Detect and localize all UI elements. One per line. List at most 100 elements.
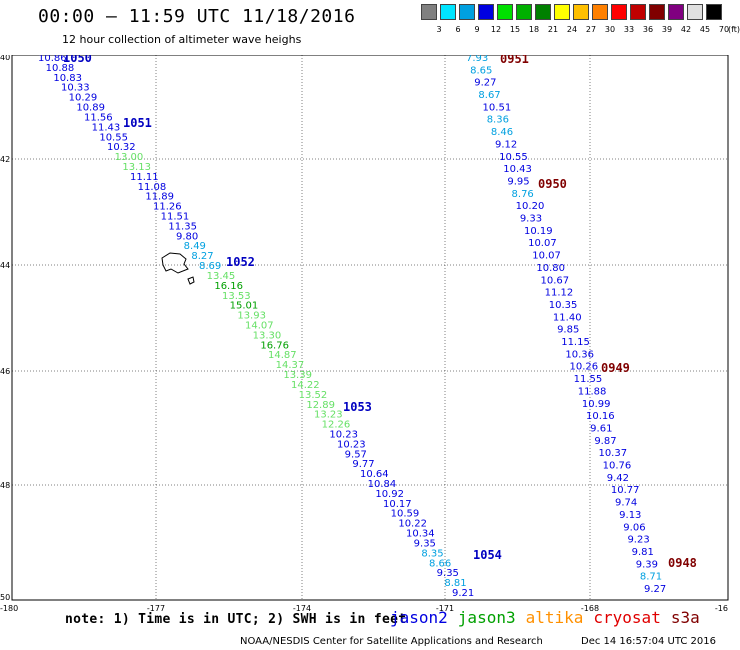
wave-height-value: 14.07 bbox=[245, 321, 274, 332]
map-frame bbox=[11, 55, 729, 601]
wave-height-value: 12.26 bbox=[322, 420, 351, 431]
scale-swatch bbox=[516, 4, 532, 20]
wave-height-value: 11.43 bbox=[92, 122, 121, 133]
scale-label: 24 bbox=[566, 25, 578, 34]
wave-height-value: 9.87 bbox=[594, 436, 616, 447]
wave-height-value: 10.16 bbox=[586, 411, 615, 422]
wave-height-value: 16.76 bbox=[260, 340, 289, 351]
west-track-values: 10.8610.8810.8310.3310.2910.8911.5611.43… bbox=[38, 55, 474, 599]
scale-label: 45 bbox=[699, 25, 711, 34]
wave-height-value: 8.76 bbox=[512, 189, 534, 200]
wave-height-value: 8.27 bbox=[191, 251, 213, 262]
wave-height-value: 10.29 bbox=[69, 93, 98, 104]
note-text: note: 1) Time is in UTC; 2) SWH is in fe… bbox=[65, 612, 407, 627]
wave-height-value: 10.59 bbox=[391, 509, 420, 520]
pass-time-labels: 1050 1051 1052 1053 1054 0951 0950 0949 0948 bbox=[63, 55, 697, 570]
wave-height-value: 10.17 bbox=[383, 499, 412, 510]
scale-swatch bbox=[459, 4, 475, 20]
legend-item-jason2: jason2 bbox=[390, 608, 448, 627]
wave-height-value: 10.34 bbox=[406, 529, 435, 540]
pass-time-label: 1053 bbox=[343, 400, 372, 414]
pass-time-label: 1051 bbox=[123, 116, 152, 130]
wave-height-value: 8.46 bbox=[491, 127, 513, 138]
scale-swatch bbox=[535, 4, 551, 20]
wave-height-value: 9.39 bbox=[636, 559, 658, 570]
wave-height-value: 10.88 bbox=[46, 63, 75, 74]
wave-height-value: 10.64 bbox=[360, 469, 389, 480]
page-title: 00:00 – 11:59 UTC 11/18/2016 bbox=[38, 6, 356, 27]
wave-height-value: 15.01 bbox=[230, 301, 259, 312]
wave-height-value: 13.45 bbox=[207, 271, 236, 282]
wave-height-value: 8.81 bbox=[444, 578, 466, 589]
wave-height-value: 10.80 bbox=[536, 263, 565, 274]
wave-height-value: 10.89 bbox=[76, 103, 105, 114]
wave-height-value: 11.15 bbox=[561, 337, 590, 348]
wave-height-value: 10.76 bbox=[603, 461, 632, 472]
wave-height-value: 11.35 bbox=[168, 221, 197, 232]
scale-label: 33 bbox=[623, 25, 635, 34]
lat-label: 46 bbox=[0, 367, 10, 376]
wave-height-value: 8.69 bbox=[199, 261, 221, 272]
scale-swatch bbox=[630, 4, 646, 20]
legend-item-altika: altika bbox=[525, 608, 584, 627]
scale-swatch bbox=[554, 4, 570, 20]
pass-time-label: 1050 bbox=[63, 55, 92, 65]
wave-height-value: 10.55 bbox=[499, 152, 528, 163]
lon-label: -177 bbox=[147, 604, 165, 613]
wave-height-value: 10.26 bbox=[569, 362, 598, 373]
scale-label: 27 bbox=[585, 25, 597, 34]
wave-height-value: 11.26 bbox=[153, 202, 182, 213]
wave-height-value: 11.51 bbox=[161, 212, 190, 223]
wave-height-value: 9.74 bbox=[615, 498, 637, 509]
scale-label: 12 bbox=[490, 25, 502, 34]
wave-height-value: 8.67 bbox=[478, 90, 500, 101]
scale-label: 9 bbox=[474, 25, 480, 34]
scale-unit: (ft) bbox=[728, 25, 740, 34]
wave-height-value: 9.27 bbox=[474, 78, 496, 89]
wave-height-value: 7.93 bbox=[466, 55, 488, 64]
wave-height-value: 13.13 bbox=[122, 162, 151, 173]
wave-height-value: 8.71 bbox=[640, 572, 662, 583]
wave-height-value: 10.43 bbox=[503, 164, 532, 175]
wave-height-value: 10.32 bbox=[107, 142, 136, 153]
wave-height-value: 16.16 bbox=[214, 281, 243, 292]
wave-height-value: 10.07 bbox=[532, 251, 561, 262]
scale-swatch bbox=[497, 4, 513, 20]
lon-label: -168 bbox=[581, 604, 599, 613]
wave-height-value: 10.33 bbox=[61, 83, 90, 94]
wave-height-value: 10.23 bbox=[337, 439, 366, 450]
legend-item-cryosat: cryosat bbox=[593, 608, 661, 627]
wave-height-value: 14.87 bbox=[268, 350, 297, 361]
wave-height-value: 13.53 bbox=[222, 291, 251, 302]
scale-swatch bbox=[706, 4, 722, 20]
wave-height-value: 9.57 bbox=[345, 449, 367, 460]
wave-height-value: 9.81 bbox=[632, 547, 654, 558]
footer-timestamp: Dec 14 16:57:04 UTC 2016 bbox=[581, 636, 716, 647]
wave-height-value: 11.40 bbox=[553, 312, 582, 323]
scale-swatch bbox=[440, 4, 456, 20]
pass-time-label: 0950 bbox=[538, 177, 567, 191]
lon-label: -174 bbox=[293, 604, 311, 613]
wave-height-value: 10.55 bbox=[99, 132, 128, 143]
wave-height-value: 8.49 bbox=[184, 241, 206, 252]
wave-height-value: 11.55 bbox=[574, 374, 603, 385]
page-subtitle: 12 hour collection of altimeter wave hei… bbox=[62, 33, 302, 46]
footer-credit: NOAA/NESDIS Center for Satellite Applica… bbox=[240, 636, 543, 647]
lon-label: -171 bbox=[436, 604, 454, 613]
wave-height-value: 13.00 bbox=[115, 152, 144, 163]
wave-height-value: 13.39 bbox=[283, 370, 312, 381]
wave-height-value: 9.35 bbox=[414, 538, 436, 549]
legend-item-jason3: jason3 bbox=[457, 608, 516, 627]
scale-label: 30 bbox=[604, 25, 616, 34]
lat-label: 48 bbox=[0, 481, 10, 490]
scale-swatch bbox=[687, 4, 703, 20]
pass-time-label: 1052 bbox=[226, 255, 255, 269]
wave-height-value: 10.84 bbox=[368, 479, 397, 490]
lon-label: -180 bbox=[0, 604, 18, 613]
wave-height-value: 12.89 bbox=[306, 400, 335, 411]
east-track-values: 7.938.659.278.6710.518.368.469.1210.5510… bbox=[466, 55, 666, 595]
wave-height-value: 9.77 bbox=[352, 459, 374, 470]
scale-label: 42 bbox=[680, 25, 692, 34]
wave-height-value: 10.99 bbox=[582, 399, 611, 410]
scale-swatch bbox=[573, 4, 589, 20]
